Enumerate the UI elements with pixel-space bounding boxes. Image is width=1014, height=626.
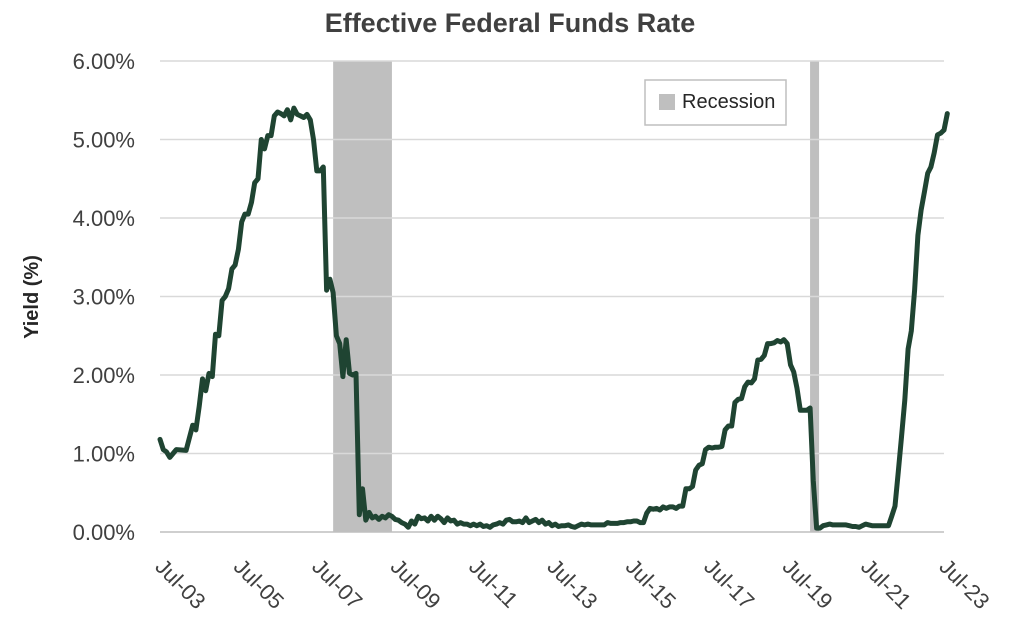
y-tick-label: 3.00% [73, 285, 135, 310]
y-tick-label: 0.00% [73, 520, 135, 545]
x-tick-label: Jul-09 [386, 554, 446, 614]
y-axis-label: Yield (%) [21, 255, 43, 339]
x-tick-label: Jul-13 [542, 554, 602, 614]
legend: Recession [644, 79, 787, 126]
x-tick-label: Jul-11 [464, 554, 523, 613]
y-tick-label: 2.00% [73, 363, 135, 388]
y-tick-label: 1.00% [73, 442, 135, 467]
x-tick-label: Jul-15 [621, 554, 681, 614]
gridlines [160, 60, 944, 533]
y-tick-label: 6.00% [73, 49, 135, 74]
x-tick-label: Jul-19 [778, 554, 838, 614]
chart-title: Effective Federal Funds Rate [325, 8, 696, 38]
y-tick-label: 4.00% [73, 206, 135, 231]
legend-swatch-recession [659, 94, 675, 110]
legend-label-recession: Recession [682, 91, 775, 113]
y-tick-labels: 0.00% 1.00% 2.00% 3.00% 4.00% 5.00% 6.00% [73, 49, 135, 545]
x-tick-labels: Jul-03 Jul-05 Jul-07 Jul-09 Jul-11 Jul-13 Jul-… [150, 554, 994, 614]
fed-funds-rate-line [157, 105, 950, 531]
x-tick-label: Jul-23 [934, 554, 994, 614]
x-tick-label: Jul-07 [307, 554, 367, 614]
x-tick-label: Jul-03 [150, 554, 210, 614]
x-tick-label: Jul-21 [856, 554, 916, 614]
x-tick-label: Jul-17 [699, 554, 759, 614]
y-tick-label: 5.00% [73, 128, 135, 153]
legend-box [644, 79, 787, 126]
x-tick-label: Jul-05 [229, 554, 289, 614]
